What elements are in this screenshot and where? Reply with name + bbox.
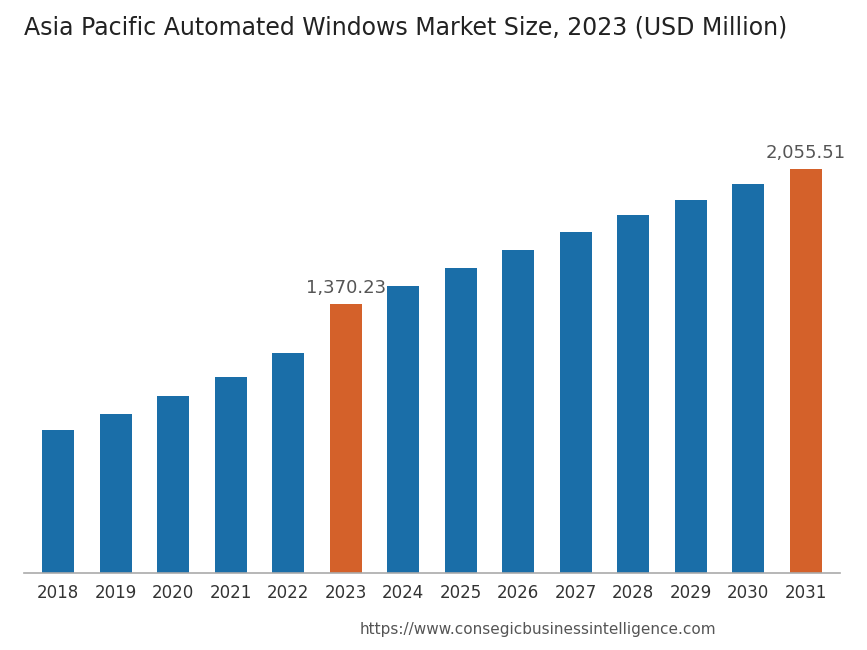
Bar — [100, 414, 132, 573]
Bar — [617, 215, 649, 573]
Text: https://www.consegicbusinessintelligence.com: https://www.consegicbusinessintelligence… — [359, 622, 716, 637]
Bar — [675, 200, 707, 573]
Bar — [330, 304, 362, 573]
Bar — [733, 184, 764, 573]
Bar — [790, 169, 822, 573]
Bar — [445, 268, 477, 573]
Text: 1,370.23: 1,370.23 — [306, 279, 386, 297]
Bar — [42, 430, 74, 573]
Text: Asia Pacific Automated Windows Market Size, 2023 (USD Million): Asia Pacific Automated Windows Market Si… — [23, 15, 787, 39]
Bar — [388, 286, 419, 573]
Bar — [560, 232, 591, 573]
Bar — [158, 396, 189, 573]
Bar — [215, 376, 246, 573]
Bar — [272, 353, 304, 573]
Bar — [503, 250, 534, 573]
Text: 2,055.51: 2,055.51 — [766, 144, 846, 162]
